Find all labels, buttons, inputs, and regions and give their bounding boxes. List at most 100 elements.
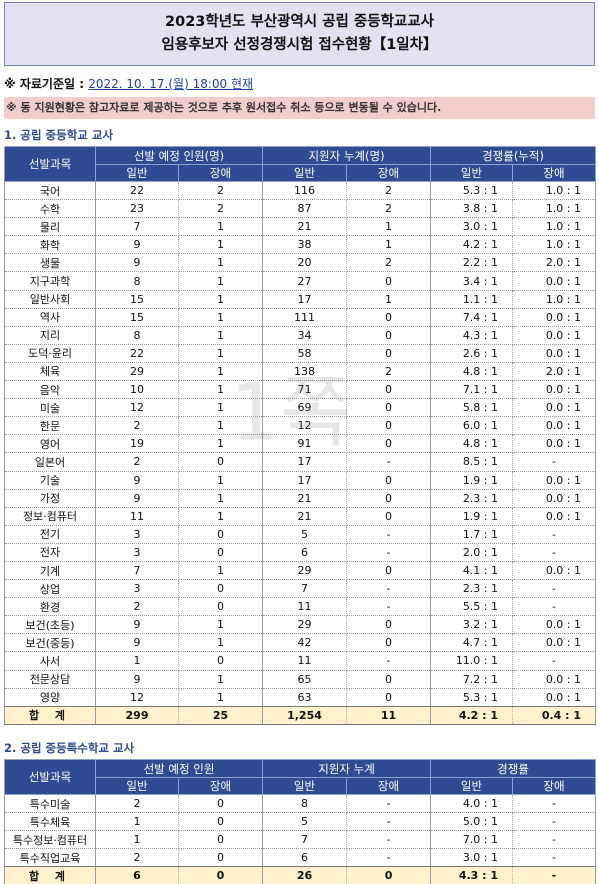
cell-plan-general: 9 [95, 633, 179, 653]
cell-ratio-general: 5.8 : 1 [430, 398, 514, 418]
cell-ratio-disabled: 0.4 : 1 [512, 705, 597, 725]
table-row: 영어 19 1 91 0 4.8 : 1 0.0 : 1 [4, 434, 597, 454]
cell-applicants-general: 21 [262, 489, 347, 508]
cell-ratio-general: 8.5 : 1 [430, 452, 514, 472]
cell-ratio-general: 4.8 : 1 [430, 434, 514, 454]
cell-ratio-disabled: 0.0 : 1 [512, 416, 597, 436]
cell-ratio-disabled: 0.0 : 1 [512, 308, 597, 327]
cell-ratio-disabled: 0.0 : 1 [512, 344, 597, 363]
cell-applicants-disabled: 2 [345, 181, 432, 201]
cell-subject: 정보·컴퓨터 [4, 507, 96, 526]
cell-plan-disabled: 0 [177, 848, 264, 868]
cell-plan-general: 2 [95, 597, 179, 617]
table-row: 일본어 2 0 17-8.5 : 1- [4, 452, 597, 472]
table-row: 도덕·윤리 22 1 58 0 2.6 : 1 0.0 : 1 [4, 344, 597, 363]
cell-applicants-disabled: - [346, 830, 432, 850]
cell-subject: 화학 [4, 235, 96, 255]
cell-subject: 전문상담 [4, 670, 96, 689]
cell-ratio-general: 7.2 : 1 [430, 670, 514, 689]
cell-ratio-disabled: 0.0 : 1 [512, 633, 597, 653]
cell-plan-general: 299 [95, 705, 179, 725]
cell-plan-general: 2 [95, 452, 179, 472]
cell-plan-disabled: 0 [177, 830, 264, 850]
cell-applicants-general: 11 [262, 651, 347, 671]
cell-subject: 특수정보·컴퓨터 [4, 830, 96, 850]
cell-plan-general: 19 [95, 434, 179, 454]
cell-plan-disabled: 1 [178, 398, 263, 418]
cell-ratio-general: 5.3 : 1 [430, 688, 514, 707]
header-disabled: 장애 [178, 164, 263, 182]
cell-plan-disabled: 0 [178, 543, 263, 562]
cell-ratio-disabled: - [512, 812, 597, 832]
cell-applicants-disabled: 0 [345, 688, 432, 707]
cell-applicants-disabled: 11 [345, 705, 432, 725]
table-row: 지리 8 1 34 0 4.3 : 1 0.0 : 1 [4, 326, 597, 345]
cell-plan-general: 22 [95, 344, 179, 363]
header-ratio: 경쟁률 [430, 759, 597, 778]
cell-subject: 특수미술 [4, 794, 96, 814]
cell-plan-disabled: 1 [178, 633, 263, 653]
section-1-title: 1. 공립 중등학교 교사 [4, 128, 114, 142]
table-row: 정보·컴퓨터 11 1 21 0 1.9 : 1 0.0 : 1 [4, 507, 597, 526]
cell-applicants-general: 11 [262, 597, 347, 617]
cell-applicants-general: 5 [262, 525, 347, 544]
cell-ratio-disabled: 1.0 : 1 [512, 217, 597, 237]
cell-ratio-disabled: - [512, 794, 597, 814]
cell-subject: 물리 [4, 217, 96, 237]
cell-ratio-disabled: 0.0 : 1 [512, 507, 597, 526]
cell-plan-disabled: 1 [178, 471, 263, 490]
cell-plan-general: 2 [95, 416, 179, 436]
cell-applicants-disabled: 1 [345, 235, 432, 255]
cell-subject: 일본어 [4, 452, 96, 472]
cell-ratio-general: 2.6 : 1 [430, 344, 514, 363]
cell-ratio-disabled: 2.0 : 1 [512, 253, 597, 273]
cell-plan-disabled: 1 [178, 271, 263, 291]
cell-applicants-disabled: 0 [345, 633, 432, 653]
cell-plan-general: 15 [95, 290, 179, 309]
cell-ratio-disabled: - [512, 543, 597, 562]
cell-ratio-general: 1.9 : 1 [430, 507, 514, 526]
table-row: 전자 3 0 6-2.0 : 1- [4, 543, 597, 562]
cell-plan-general: 9 [95, 615, 179, 635]
cell-applicants-disabled: 0 [345, 561, 432, 581]
title-box: 2023학년도 부산광역시 공립 중등학교교사 임용후보자 선정경쟁시험 접수현… [4, 2, 595, 66]
cell-plan-disabled: 1 [178, 290, 263, 309]
cell-plan-disabled: 0 [177, 794, 264, 814]
header-general: 일반 [262, 164, 347, 182]
cell-applicants-general: 65 [262, 670, 347, 689]
cell-plan-general: 3 [95, 525, 179, 544]
cell-applicants-disabled: 2 [345, 199, 432, 219]
cell-plan-disabled: 2 [178, 199, 263, 219]
table-row: 음악 10 1 71 0 7.1 : 1 0.0 : 1 [4, 380, 597, 400]
cell-subject: 상업 [4, 579, 96, 599]
cell-ratio-general: 4.3 : 1 [430, 326, 514, 345]
cell-subject: 특수직업교육 [4, 848, 96, 868]
cell-applicants-general: 17 [262, 452, 347, 472]
cell-applicants-general: 42 [262, 633, 347, 653]
cell-subject: 음악 [4, 380, 96, 400]
cell-ratio-disabled: 1.0 : 1 [512, 290, 597, 309]
cell-subject: 일반사회 [4, 290, 96, 309]
cell-plan-disabled: 0 [177, 812, 264, 832]
cell-subject: 체육 [4, 362, 96, 382]
cell-ratio-general: 3.8 : 1 [430, 199, 514, 219]
cell-applicants-general: 63 [262, 688, 347, 707]
cell-ratio-disabled: - [512, 579, 597, 599]
cell-subject: 영어 [4, 434, 96, 454]
cell-ratio-disabled: - [512, 651, 597, 671]
cell-plan-disabled: 0 [178, 452, 263, 472]
cell-subject: 전자 [4, 543, 96, 562]
table-row: 일반사회 15 1 17 1 1.1 : 1 1.0 : 1 [4, 290, 597, 309]
header-disabled: 장애 [512, 777, 597, 795]
total-label: 합 계 [4, 705, 96, 725]
cell-applicants-disabled: - [346, 794, 432, 814]
table-row: 영양 12 1 63 0 5.3 : 1 0.0 : 1 [4, 688, 597, 707]
cell-subject: 가정 [4, 489, 96, 508]
cell-plan-general: 2 [95, 794, 179, 814]
cell-plan-disabled: 1 [178, 615, 263, 635]
cell-ratio-disabled: 1.0 : 1 [512, 235, 597, 255]
cell-applicants-general: 26 [262, 866, 348, 884]
cell-ratio-disabled: - [512, 848, 597, 868]
cell-applicants-general: 8 [262, 794, 348, 814]
header-general: 일반 [430, 164, 514, 182]
